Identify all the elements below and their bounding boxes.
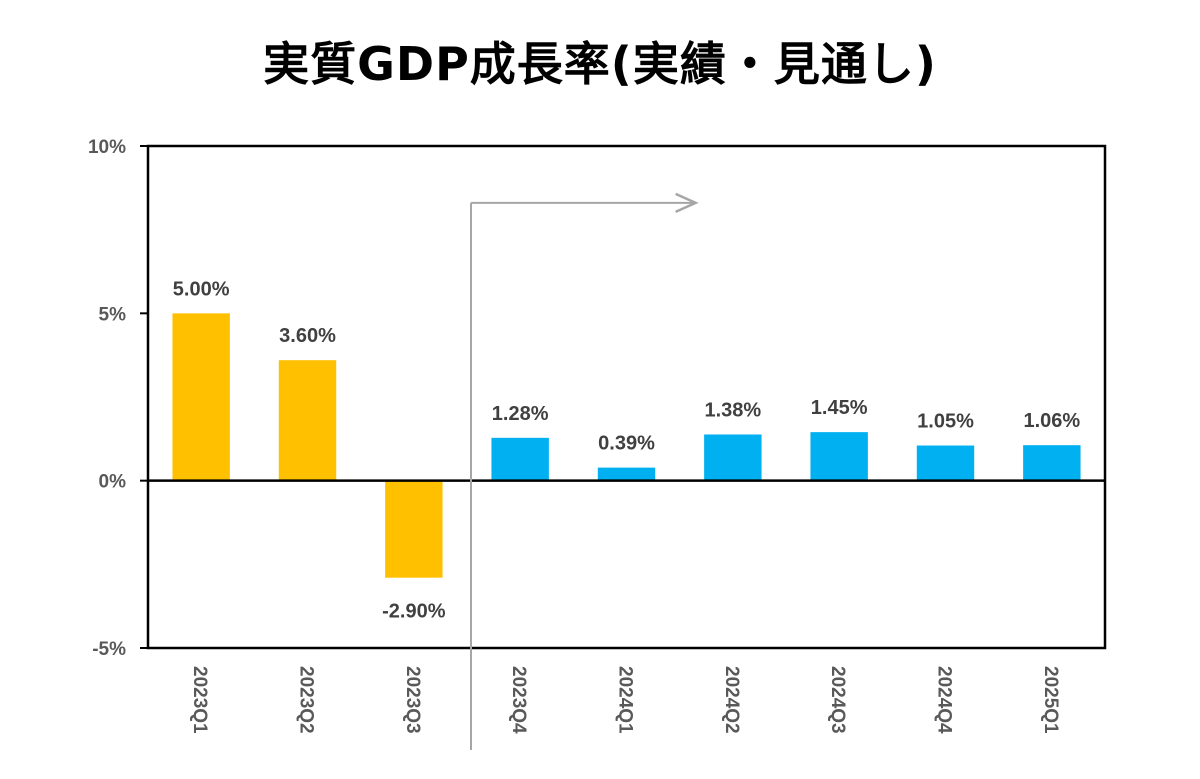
x-tick-label-2023q2: 2023Q2 bbox=[296, 666, 317, 734]
data-label-2023q2: 3.60% bbox=[279, 325, 336, 347]
bar-2025q1 bbox=[1023, 445, 1081, 481]
chart-title: 実質GDP成長率(実績・見通し) bbox=[263, 37, 937, 91]
y-tick-label: 10% bbox=[88, 137, 126, 158]
data-labels-group: 5.00% 3.60% -2.90% 1.28% 0.39% 1.38% 1.45% 1.05… bbox=[173, 278, 1081, 622]
bar-2024q3 bbox=[810, 432, 868, 481]
data-label-2023q3: -2.90% bbox=[382, 601, 446, 623]
x-tick-label-2023q1: 2023Q1 bbox=[189, 666, 210, 734]
bar-2023q4 bbox=[491, 437, 549, 481]
data-label-2023q4: 1.28% bbox=[492, 403, 549, 425]
x-tick-label-2024q3: 2024Q3 bbox=[827, 666, 848, 734]
plot-area-border bbox=[146, 144, 1107, 650]
y-axis-ticks: 10% 5% 0% -5% bbox=[88, 137, 148, 660]
x-tick-label-2024q2: 2024Q2 bbox=[721, 666, 742, 734]
data-label-2023q1: 5.00% bbox=[173, 278, 230, 300]
data-label-2025q1: 1.06% bbox=[1023, 410, 1080, 432]
forecast-annotation bbox=[470, 192, 699, 750]
bar-2023q3 bbox=[385, 480, 443, 578]
bar-2024q2 bbox=[704, 434, 762, 481]
data-label-2024q3: 1.45% bbox=[811, 397, 868, 419]
x-tick-label-2024q1: 2024Q1 bbox=[615, 666, 636, 734]
x-axis-labels: 2023Q1 2023Q2 2023Q3 2023Q4 2024Q1 2024Q2 2024… bbox=[189, 666, 1061, 734]
bar-2024q4 bbox=[916, 445, 975, 481]
data-label-2024q2: 1.38% bbox=[704, 399, 761, 421]
axes-group bbox=[146, 144, 1107, 650]
y-tick-label: -5% bbox=[92, 639, 126, 660]
bar-2023q1 bbox=[172, 313, 230, 481]
x-tick-label-2023q3: 2023Q3 bbox=[402, 666, 423, 734]
y-tick-label: 5% bbox=[99, 304, 127, 325]
data-label-2024q4: 1.05% bbox=[917, 411, 974, 433]
bar-2023q2 bbox=[278, 360, 337, 481]
x-tick-label-2023q4: 2023Q4 bbox=[508, 666, 529, 734]
arrow-right-icon bbox=[675, 192, 699, 214]
x-tick-label-2025q1: 2025Q1 bbox=[1040, 666, 1061, 734]
y-tick-label: 0% bbox=[99, 472, 127, 493]
bar-2024q1 bbox=[597, 467, 656, 481]
x-tick-label-2024q4: 2024Q4 bbox=[934, 666, 955, 734]
bars-group bbox=[172, 313, 1081, 578]
data-label-2024q1: 0.39% bbox=[598, 433, 655, 455]
